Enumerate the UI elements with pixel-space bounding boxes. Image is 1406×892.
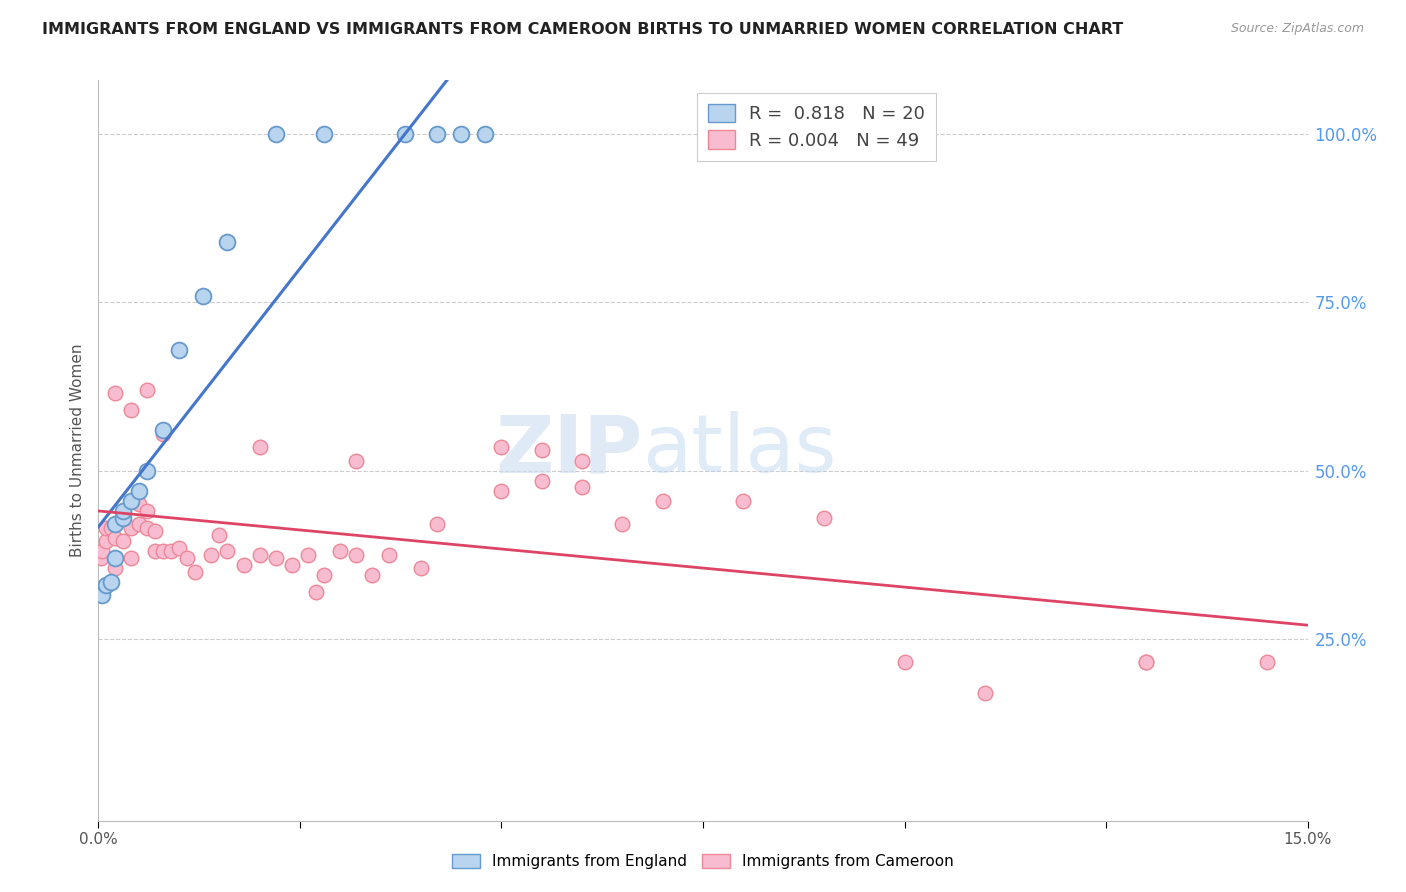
Point [167, 343, 190, 357]
Point [152, 426, 174, 441]
Legend: Immigrants from England, Immigrants from Cameroon: Immigrants from England, Immigrants from… [446, 848, 960, 875]
Point [135, 383, 157, 397]
Point [128, 517, 150, 532]
Point [208, 527, 231, 541]
Point [232, 558, 254, 572]
Point [135, 504, 157, 518]
Point [184, 565, 207, 579]
Point [152, 544, 174, 558]
Point [409, 561, 432, 575]
Legend: R =  0.818   N = 20, R = 0.004   N = 49: R = 0.818 N = 20, R = 0.004 N = 49 [697, 93, 936, 161]
Point [612, 517, 634, 532]
Point [91, 544, 114, 558]
Point [344, 453, 367, 467]
Point [314, 568, 336, 582]
Point [1135, 656, 1157, 670]
Point [450, 127, 472, 141]
Point [394, 127, 416, 141]
Point [426, 517, 449, 532]
Point [160, 544, 183, 558]
Point [128, 497, 150, 511]
Y-axis label: Births to Unmarried Women: Births to Unmarried Women [69, 343, 84, 558]
Text: IMMIGRANTS FROM ENGLAND VS IMMIGRANTS FROM CAMEROON BIRTHS TO UNMARRIED WOMEN CO: IMMIGRANTS FROM ENGLAND VS IMMIGRANTS FR… [42, 22, 1123, 37]
Point [120, 551, 142, 566]
Point [305, 584, 328, 599]
Point [193, 288, 215, 302]
Point [571, 453, 593, 467]
Point [91, 588, 114, 602]
Point [103, 561, 125, 575]
Text: ZIP: ZIP [495, 411, 643, 490]
Point [329, 544, 352, 558]
Point [143, 544, 166, 558]
Point [111, 508, 134, 522]
Point [249, 548, 271, 562]
Point [111, 504, 134, 518]
Point [128, 483, 150, 498]
Point [217, 544, 239, 558]
Point [96, 521, 118, 535]
Point [103, 517, 125, 532]
Point [111, 534, 134, 549]
Point [135, 464, 157, 478]
Point [217, 235, 239, 249]
Point [344, 548, 367, 562]
Point [96, 534, 118, 549]
Point [530, 443, 553, 458]
Text: Source: ZipAtlas.com: Source: ZipAtlas.com [1230, 22, 1364, 36]
Point [474, 127, 496, 141]
Point [100, 521, 122, 535]
Point [813, 510, 835, 524]
Point [893, 656, 915, 670]
Point [100, 574, 122, 589]
Point [377, 548, 399, 562]
Point [426, 127, 449, 141]
Point [491, 483, 513, 498]
Point [297, 548, 319, 562]
Point [103, 551, 125, 566]
Point [120, 521, 142, 535]
Point [571, 481, 593, 495]
Point [96, 578, 118, 592]
Text: atlas: atlas [643, 411, 837, 490]
Point [90, 551, 112, 566]
Point [733, 494, 755, 508]
Point [1256, 656, 1278, 670]
Point [103, 386, 125, 401]
Point [167, 541, 190, 555]
Point [143, 524, 166, 539]
Point [135, 521, 157, 535]
Point [651, 494, 673, 508]
Point [111, 510, 134, 524]
Point [120, 403, 142, 417]
Point [1135, 656, 1157, 670]
Point [176, 551, 198, 566]
Point [152, 423, 174, 437]
Point [264, 551, 287, 566]
Point [530, 474, 553, 488]
Point [103, 531, 125, 545]
Point [361, 568, 384, 582]
Point [314, 127, 336, 141]
Point [974, 686, 997, 700]
Point [281, 558, 304, 572]
Point [200, 548, 222, 562]
Point [249, 440, 271, 454]
Point [264, 127, 287, 141]
Point [491, 440, 513, 454]
Point [120, 494, 142, 508]
